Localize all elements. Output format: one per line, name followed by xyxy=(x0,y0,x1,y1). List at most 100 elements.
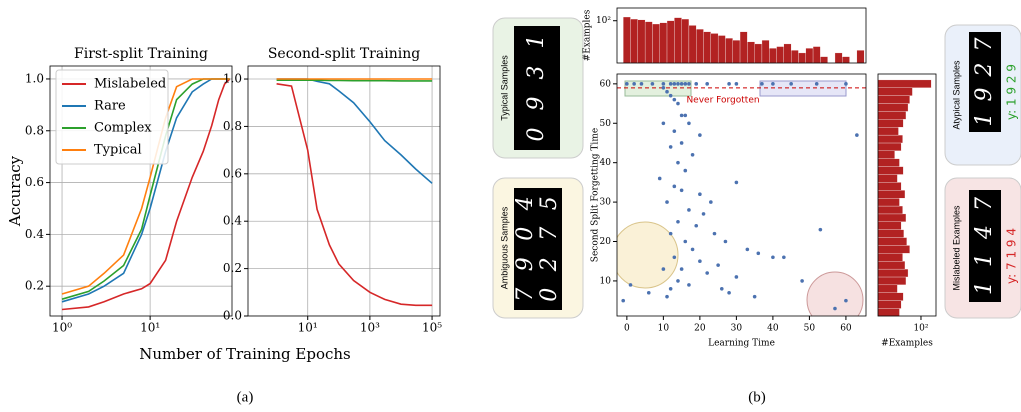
point xyxy=(833,307,837,311)
point xyxy=(760,82,764,86)
x-tick-label: 10² xyxy=(913,324,928,334)
bar xyxy=(878,175,897,183)
point xyxy=(625,82,629,86)
bar xyxy=(878,261,905,269)
legend-label: Complex xyxy=(94,121,152,136)
legend-label: Mislabeled xyxy=(94,77,166,92)
point xyxy=(687,121,691,125)
point xyxy=(694,224,698,228)
digit: 5 xyxy=(537,196,562,210)
bar xyxy=(725,38,732,63)
digit: 7 xyxy=(972,38,997,52)
point xyxy=(683,169,687,173)
annotation: Never Forgotten xyxy=(686,96,759,106)
x-tick-label: 10³ xyxy=(360,321,380,335)
y-tick-label: 10 xyxy=(600,276,612,286)
y-tick-label: 20 xyxy=(600,237,612,247)
point xyxy=(756,252,760,256)
digit: 0 xyxy=(537,288,562,302)
digit: 0 xyxy=(513,227,538,241)
point xyxy=(683,240,687,244)
point xyxy=(647,291,651,295)
point xyxy=(800,279,804,283)
point xyxy=(687,208,691,212)
point xyxy=(698,192,702,196)
bar xyxy=(755,44,762,63)
digit: 3 xyxy=(524,66,549,80)
legend-label: Rare xyxy=(94,99,126,114)
digit: 9 xyxy=(972,88,997,102)
bar xyxy=(733,40,740,63)
bar xyxy=(878,119,903,127)
point xyxy=(705,82,709,86)
bar xyxy=(784,44,791,63)
point xyxy=(673,185,677,189)
y-tick-label: 40 xyxy=(600,158,612,168)
bar xyxy=(878,111,906,119)
point xyxy=(716,263,720,267)
x-axis-label: Learning Time xyxy=(708,339,775,349)
y-tick-label: 1.0 xyxy=(25,71,44,85)
bar xyxy=(878,159,899,167)
x-tick-label: 40 xyxy=(767,324,779,334)
point xyxy=(669,232,673,236)
bar xyxy=(689,25,696,63)
x-tick-label: 10⁵ xyxy=(422,321,442,335)
point xyxy=(669,82,673,86)
point xyxy=(676,161,680,165)
point xyxy=(815,82,819,86)
highlight xyxy=(807,272,863,328)
plot: MislabeledRareComplexTypical xyxy=(248,66,440,316)
point xyxy=(640,82,644,86)
point xyxy=(665,295,669,299)
point xyxy=(771,82,775,86)
bar xyxy=(660,23,667,63)
bar xyxy=(835,53,842,63)
bar xyxy=(878,285,897,293)
y-tick-label: 0.2 xyxy=(223,261,242,275)
bar xyxy=(878,167,903,175)
point xyxy=(680,267,684,271)
bar xyxy=(857,50,864,63)
panel-label: Atypical Samples xyxy=(951,60,961,130)
y-tick-label: 0.0 xyxy=(223,309,242,323)
bar xyxy=(806,48,813,63)
y-tick-label: 0.8 xyxy=(223,119,242,133)
bar xyxy=(791,50,798,63)
bar xyxy=(878,135,903,143)
point xyxy=(735,181,739,185)
point xyxy=(676,220,680,224)
point xyxy=(662,82,666,86)
y-tick-label: 30 xyxy=(600,198,612,208)
point xyxy=(673,129,677,133)
point xyxy=(662,86,666,90)
x-tick-label: 20 xyxy=(694,324,706,334)
y-axis-label: Accuracy xyxy=(6,155,24,227)
point xyxy=(662,267,666,271)
bar xyxy=(769,48,776,63)
bar xyxy=(878,104,908,112)
bar xyxy=(878,96,910,104)
point xyxy=(683,82,687,86)
point xyxy=(669,94,673,98)
bar xyxy=(878,88,912,96)
x-tick-label: 10⁰ xyxy=(52,321,72,335)
point xyxy=(771,255,775,259)
point xyxy=(691,248,695,252)
bar xyxy=(813,47,820,63)
bar xyxy=(696,29,703,63)
point xyxy=(662,121,666,125)
y-axis-label: Second Split Forgetting Time xyxy=(591,128,601,262)
point xyxy=(727,291,731,295)
y-axis-label: #Examples xyxy=(583,9,593,61)
bar xyxy=(682,19,689,63)
point xyxy=(687,82,691,86)
point xyxy=(698,133,702,137)
x-tick-label: 10 xyxy=(658,324,670,334)
point xyxy=(665,200,669,204)
panel-label: Typical Samples xyxy=(499,55,509,121)
digit: 9 xyxy=(524,97,549,111)
bar xyxy=(820,57,827,63)
bar xyxy=(878,222,901,230)
point xyxy=(629,283,633,287)
